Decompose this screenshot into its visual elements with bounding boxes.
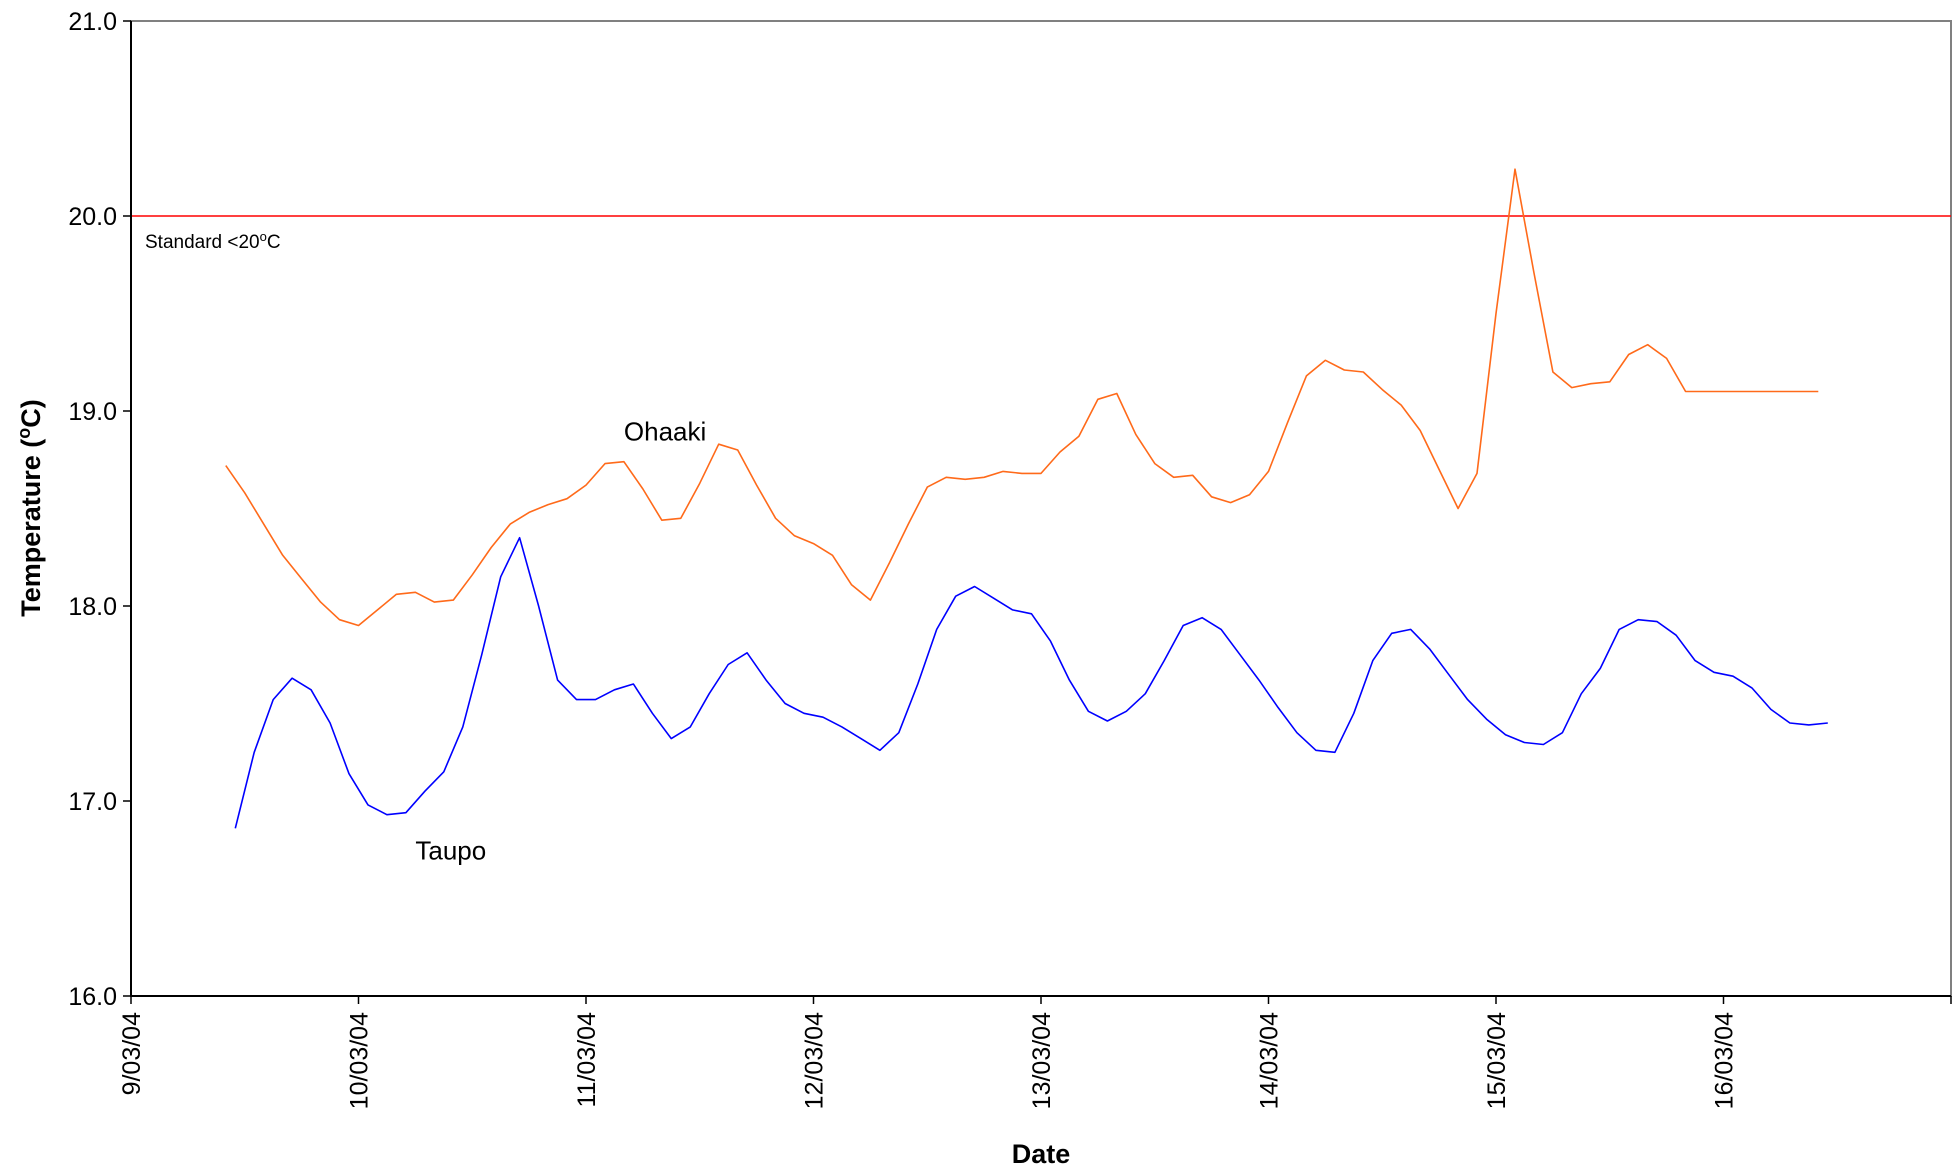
series-label-ohaaki: Ohaaki (624, 416, 706, 446)
series-line-ohaaki (225, 168, 1819, 627)
y-axis-title: Temperature (oC) (14, 399, 46, 617)
x-tick-label: 13/03/04 (1028, 1012, 1056, 1109)
axis-group: 16.0 17.0 18.0 19.0 20.0 21.0 9/03/04 10/03/04 1… (68, 8, 1952, 1109)
y-tick-label: 18.0 (68, 593, 117, 621)
x-tick-label: 15/03/04 (1483, 1012, 1511, 1109)
y-tick-label: 21.0 (68, 8, 117, 36)
reference-line-group: Standard <20oC (131, 215, 1951, 254)
x-axis-title: Date (1012, 1139, 1071, 1169)
x-tick-label: 10/03/04 (346, 1012, 374, 1109)
y-tick-label: 20.0 (68, 203, 117, 231)
series-line-taupo (234, 536, 1828, 829)
series-group (225, 168, 1828, 829)
annotation-group: Ohaaki Taupo (415, 416, 706, 865)
x-tick-label: 16/03/04 (1711, 1012, 1739, 1109)
y-tick-label: 17.0 (68, 788, 117, 816)
x-tick-label: 11/03/04 (573, 1012, 601, 1108)
y-tick-label: 16.0 (68, 983, 117, 1011)
plot-area (130, 20, 1952, 997)
x-tick-label: 14/03/04 (1256, 1012, 1284, 1109)
x-tick-label: 12/03/04 (801, 1012, 829, 1109)
x-tick-label: 9/03/04 (118, 1012, 146, 1096)
series-label-taupo: Taupo (415, 836, 486, 866)
y-tick-label: 19.0 (68, 398, 117, 426)
standard-label: Standard <20oC (145, 229, 281, 254)
